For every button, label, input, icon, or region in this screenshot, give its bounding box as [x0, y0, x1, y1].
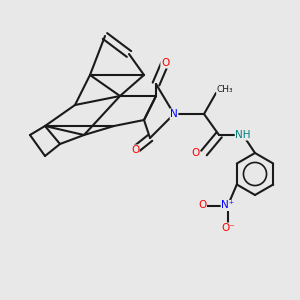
Text: O: O — [161, 58, 169, 68]
Text: O: O — [198, 200, 206, 211]
Text: O: O — [191, 148, 199, 158]
Text: N: N — [170, 109, 178, 119]
Text: N⁺: N⁺ — [221, 200, 234, 211]
Text: CH₃: CH₃ — [217, 85, 233, 94]
Text: NH: NH — [235, 130, 251, 140]
Text: O⁻: O⁻ — [221, 223, 235, 233]
Text: O: O — [131, 145, 139, 155]
